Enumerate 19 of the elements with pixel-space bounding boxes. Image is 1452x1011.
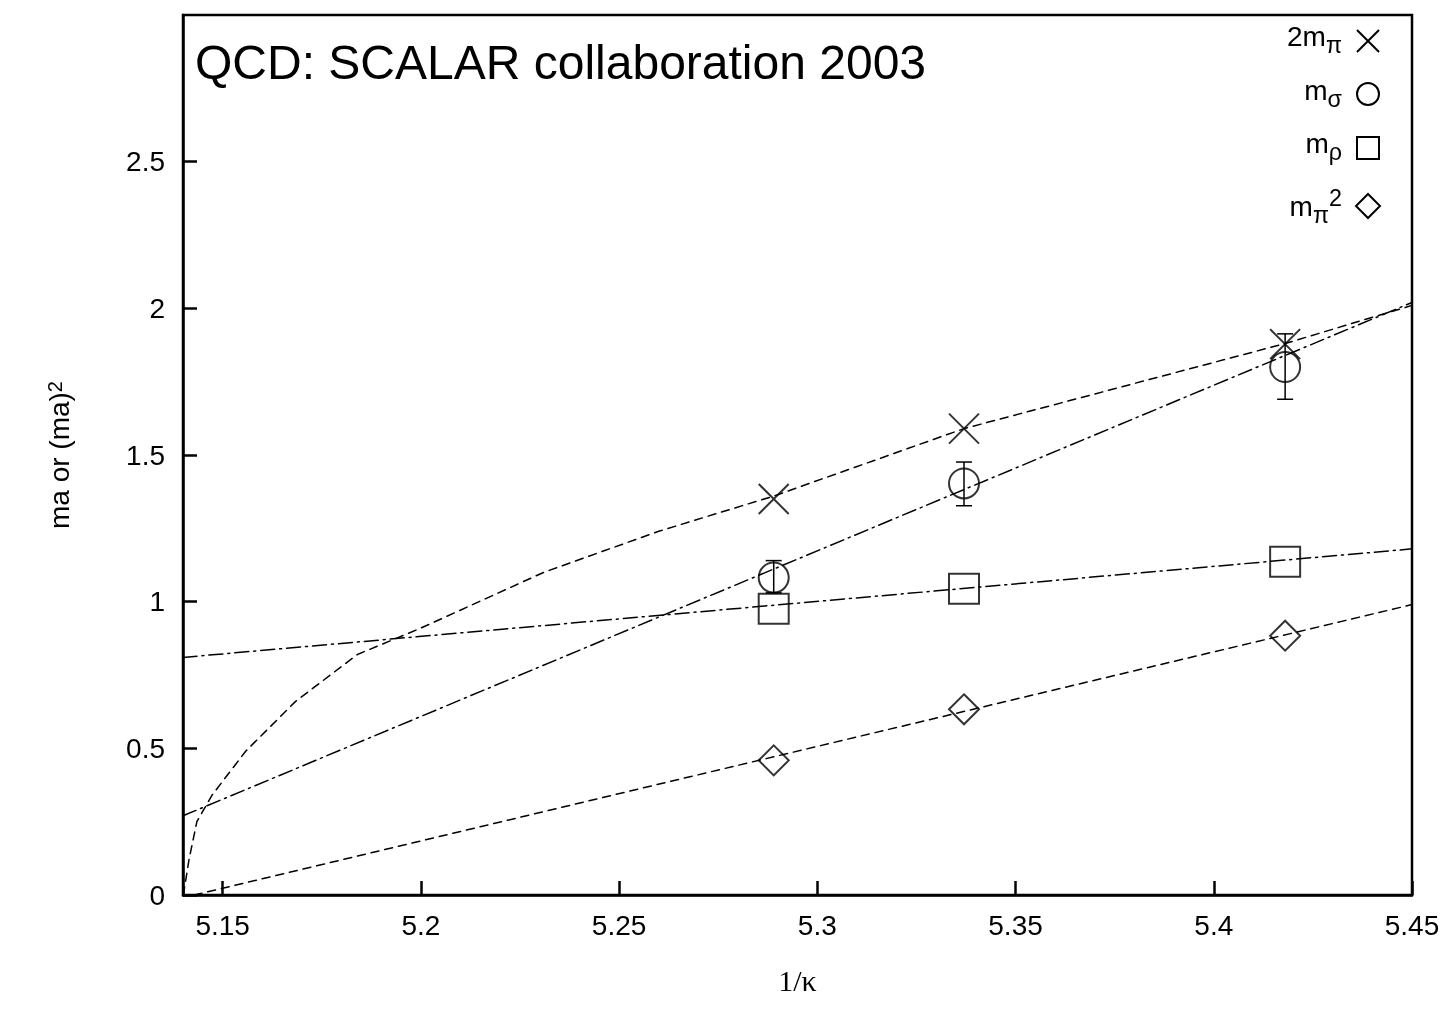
y-tick-label: 2.5 — [126, 146, 165, 178]
x-tick-label: 5.2 — [401, 909, 441, 941]
legend-label: m$_{ρ}$ — [1305, 127, 1342, 167]
y-tick-label: 1 — [149, 586, 165, 618]
legend-label: m$_{σ}$ — [1304, 73, 1342, 114]
y-tick-label: 2 — [149, 292, 165, 324]
annotation: QCD: SCALAR collaboration 2003 — [195, 35, 927, 89]
x-tick-label: 5.4 — [1194, 909, 1234, 941]
x-tick-label: 5.15 — [195, 909, 250, 941]
x-tick-label: 5.3 — [797, 909, 837, 941]
y-axis-title: ma or (ma)2 — [43, 380, 75, 530]
x-tick-label: 5.45 — [1384, 909, 1440, 941]
x-axis-title: 1/κ — [778, 963, 817, 997]
x-tick-label: 5.35 — [988, 909, 1043, 941]
y-tick-label: 0.5 — [126, 732, 165, 764]
y-tick-label: 1.5 — [126, 439, 165, 471]
legend-label: 2m$_{π}$ — [1286, 20, 1342, 60]
y-tick-label: 0 — [149, 879, 165, 911]
x-tick-label: 5.25 — [591, 909, 647, 941]
